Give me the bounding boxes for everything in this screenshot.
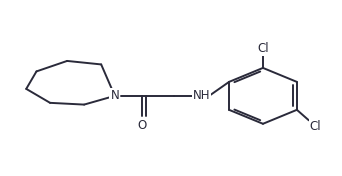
Text: NH: NH [193,89,210,102]
Text: O: O [137,119,147,132]
Text: N: N [110,89,119,102]
Text: Cl: Cl [257,42,269,55]
Text: Cl: Cl [310,120,321,133]
